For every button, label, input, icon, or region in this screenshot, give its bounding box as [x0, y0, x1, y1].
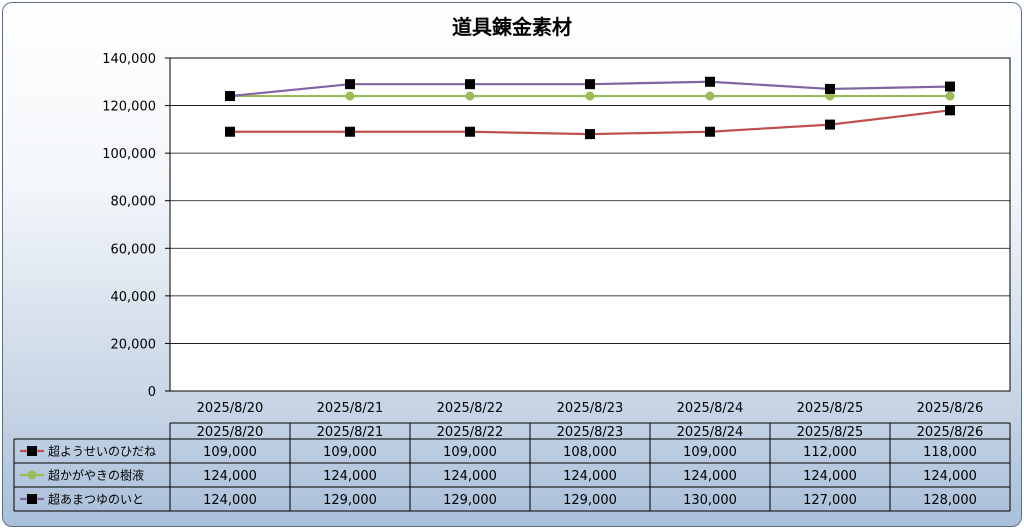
data-point [705, 76, 715, 87]
table-cell: 124,000 [443, 469, 497, 484]
y-tick-label: 100,000 [102, 147, 156, 162]
data-point [225, 91, 235, 102]
x-tick-label: 2025/8/25 [797, 401, 864, 416]
data-point [345, 91, 355, 101]
legend-label: 超ようせいのひだね [48, 444, 156, 459]
table-cell: 118,000 [923, 445, 977, 460]
table-cell: 124,000 [323, 469, 377, 484]
data-point [585, 129, 595, 140]
table-cell: 109,000 [323, 445, 377, 460]
data-point [465, 91, 475, 101]
x-tick-label: 2025/8/22 [437, 401, 504, 416]
plot-area [169, 57, 1011, 392]
x-tick-label: 2025/8/26 [917, 401, 984, 416]
table-cell: 124,000 [203, 493, 257, 508]
data-point [825, 83, 835, 94]
table-cell: 109,000 [443, 445, 497, 460]
table-cell: 124,000 [923, 469, 977, 484]
y-tick-label: 140,000 [102, 52, 156, 67]
table-cell: 109,000 [203, 445, 257, 460]
data-point [705, 91, 715, 101]
data-point [945, 91, 955, 101]
y-tick-label: 0 [148, 385, 156, 400]
table-cell: 109,000 [683, 445, 737, 460]
chart-title: 道具錬金素材 [452, 15, 572, 39]
table-header-cell: 2025/8/24 [677, 425, 744, 440]
x-tick-label: 2025/8/20 [197, 401, 264, 416]
legend-label: 超かがやきの樹液 [48, 468, 144, 483]
legend-label: 超あまつゆのいと [48, 492, 144, 507]
data-point [585, 79, 595, 90]
table-header-cell: 2025/8/26 [917, 425, 984, 440]
table-cell: 129,000 [563, 493, 617, 508]
data-point [345, 126, 355, 137]
data-point [705, 126, 715, 137]
data-point [945, 105, 955, 116]
y-tick-label: 20,000 [111, 337, 157, 352]
x-tick-label: 2025/8/21 [317, 401, 384, 416]
data-point [225, 126, 235, 137]
data-point [585, 91, 595, 101]
table-header-cell: 2025/8/20 [197, 425, 264, 440]
x-tick-label: 2025/8/23 [557, 401, 624, 416]
y-tick-label: 120,000 [102, 100, 156, 115]
table-cell: 129,000 [323, 493, 377, 508]
table-cell: 124,000 [683, 469, 737, 484]
table-cell: 124,000 [563, 469, 617, 484]
y-tick-label: 80,000 [111, 195, 157, 210]
table-header-cell: 2025/8/22 [437, 425, 504, 440]
table-cell: 130,000 [683, 493, 737, 508]
data-point [345, 79, 355, 90]
table-header-cell: 2025/8/21 [317, 425, 384, 440]
table-cell: 108,000 [563, 445, 617, 460]
data-point [825, 119, 835, 130]
data-point [465, 79, 475, 90]
y-tick-label: 40,000 [111, 290, 157, 305]
x-tick-label: 2025/8/24 [677, 401, 744, 416]
y-tick-label: 60,000 [111, 242, 157, 257]
table-header-cell: 2025/8/25 [797, 425, 864, 440]
table-cell: 129,000 [443, 493, 497, 508]
data-point [465, 126, 475, 137]
legend-marker [27, 494, 37, 504]
data-point [945, 81, 955, 92]
table-cell: 124,000 [803, 469, 857, 484]
table-header-cell: 2025/8/23 [557, 425, 624, 440]
legend-marker [27, 470, 37, 480]
table-cell: 124,000 [203, 469, 257, 484]
table-cell: 127,000 [803, 493, 857, 508]
legend-marker [27, 446, 37, 456]
table-cell: 128,000 [923, 493, 977, 508]
table-cell: 112,000 [803, 445, 857, 460]
